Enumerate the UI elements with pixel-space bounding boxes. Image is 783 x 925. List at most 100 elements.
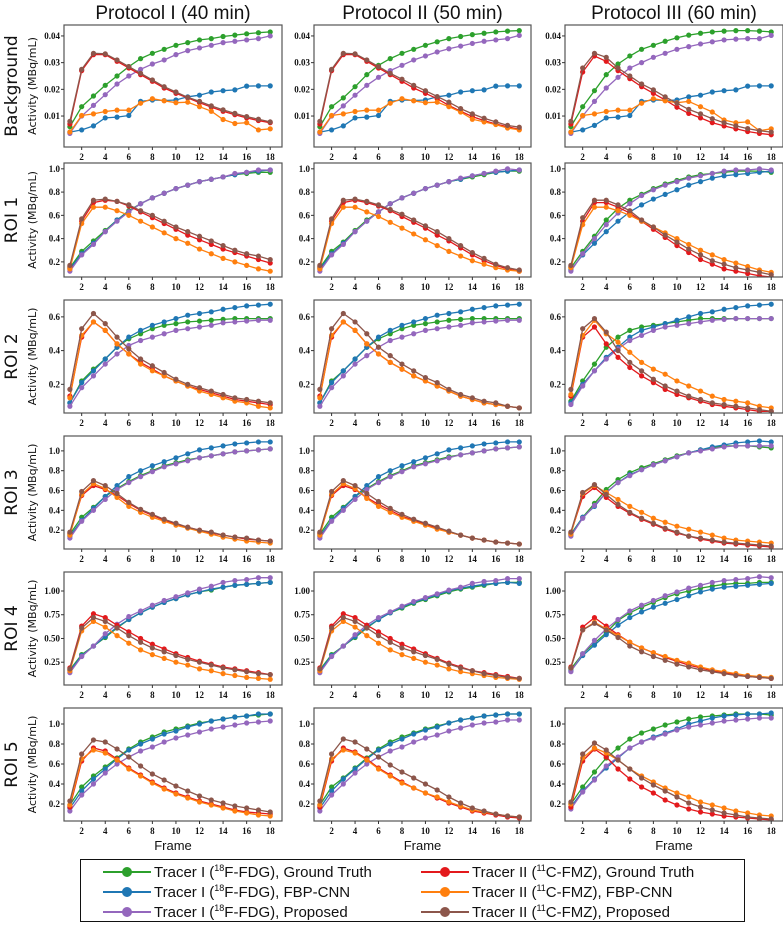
data-point-p [434, 326, 440, 332]
series-line-b [319, 85, 520, 133]
data-point-br [638, 217, 645, 223]
x-tick-label: 16 [491, 826, 501, 836]
data-point-p [458, 43, 464, 49]
data-point-p [745, 167, 751, 173]
y-tick-label: 1.0 [49, 446, 61, 456]
data-point-o [697, 388, 704, 394]
data-point-br [340, 736, 346, 742]
data-point-b [255, 711, 262, 717]
subplot-1-0 [61, 162, 283, 280]
data-point-b [756, 83, 763, 89]
data-point-b [580, 127, 586, 133]
data-point-br [674, 388, 680, 394]
data-point-g [627, 53, 633, 59]
x-tick-label: 6 [127, 690, 132, 700]
data-point-p [161, 739, 167, 745]
x-tick-label: 6 [376, 418, 381, 428]
data-point-br [422, 88, 429, 94]
data-point-br [90, 737, 97, 743]
data-point-o [352, 327, 358, 333]
data-point-br [161, 649, 167, 655]
data-point-br [591, 197, 598, 203]
data-point-p [493, 446, 499, 452]
data-point-br [745, 814, 751, 820]
y-tick-label: 0.2 [299, 379, 311, 389]
series-line-o [69, 206, 271, 272]
axes-frame [63, 24, 283, 148]
data-point-p [662, 458, 668, 464]
data-point-br [721, 810, 727, 816]
data-point-br [208, 103, 214, 109]
legend-marker-dot [440, 907, 450, 917]
data-point-b [768, 439, 774, 445]
data-point-p [102, 229, 108, 235]
data-point-br [185, 229, 191, 235]
data-point-br [458, 242, 464, 249]
data-point-br [126, 499, 132, 506]
y-tick-label: 0.8 [49, 739, 61, 749]
data-point-br [137, 763, 144, 769]
data-point-br [340, 197, 346, 203]
data-point-p [387, 201, 393, 207]
data-point-o [161, 98, 167, 104]
x-tick-label: 10 [421, 826, 431, 836]
series-line-br [69, 198, 271, 266]
data-point-br [458, 391, 464, 398]
x-tick-label: 6 [127, 826, 132, 836]
data-point-br [137, 70, 144, 76]
data-point-o [352, 750, 358, 756]
data-point-b [615, 622, 621, 628]
data-point-p [352, 632, 358, 638]
data-point-p [638, 467, 645, 473]
data-point-o [114, 341, 120, 347]
data-point-b [504, 83, 511, 89]
data-point-p [580, 383, 586, 389]
data-point-p [481, 448, 487, 454]
data-point-g [638, 46, 645, 52]
data-point-o [627, 349, 633, 355]
data-point-br [232, 247, 238, 253]
data-point-p [422, 53, 429, 59]
data-point-p [434, 49, 440, 55]
x-tick-label: 16 [491, 554, 501, 564]
data-point-p [102, 770, 108, 776]
data-point-br [267, 400, 273, 406]
subplot-1-1 [311, 162, 532, 280]
plot-area [317, 439, 522, 547]
data-point-o [173, 100, 179, 106]
legend-label-prefix: Tracer II ( [472, 884, 537, 901]
x-tick-label: 8 [150, 282, 155, 292]
data-point-br [580, 215, 586, 221]
x-tick-label: 6 [376, 690, 381, 700]
y-tick-label: 0.50 [294, 633, 310, 643]
data-point-b [721, 306, 727, 312]
axes-frame [564, 299, 783, 414]
data-point-o [674, 378, 680, 384]
data-point-br [328, 66, 335, 72]
data-point-o [255, 675, 262, 681]
data-point-p [768, 575, 774, 581]
x-axis-label: Frame [154, 838, 192, 853]
data-point-p [768, 443, 774, 449]
data-point-o [568, 391, 574, 398]
data-point-p [686, 321, 692, 327]
x-tick-label: 6 [376, 282, 381, 292]
data-point-p [411, 598, 417, 605]
data-point-br [173, 89, 179, 95]
data-point-b [674, 187, 680, 193]
data-point-o [411, 373, 417, 379]
data-point-g [244, 31, 250, 37]
data-point-p [662, 593, 668, 599]
x-tick-label: 16 [743, 418, 753, 428]
data-point-br [196, 233, 203, 239]
data-point-br [161, 218, 167, 224]
plot-area [568, 438, 774, 549]
data-point-o [220, 255, 226, 261]
data-point-g [137, 56, 144, 62]
data-point-p [446, 455, 452, 461]
data-point-o [185, 795, 191, 801]
data-point-p [591, 637, 598, 643]
x-tick-label: 4 [604, 554, 609, 564]
data-point-o [220, 116, 226, 123]
